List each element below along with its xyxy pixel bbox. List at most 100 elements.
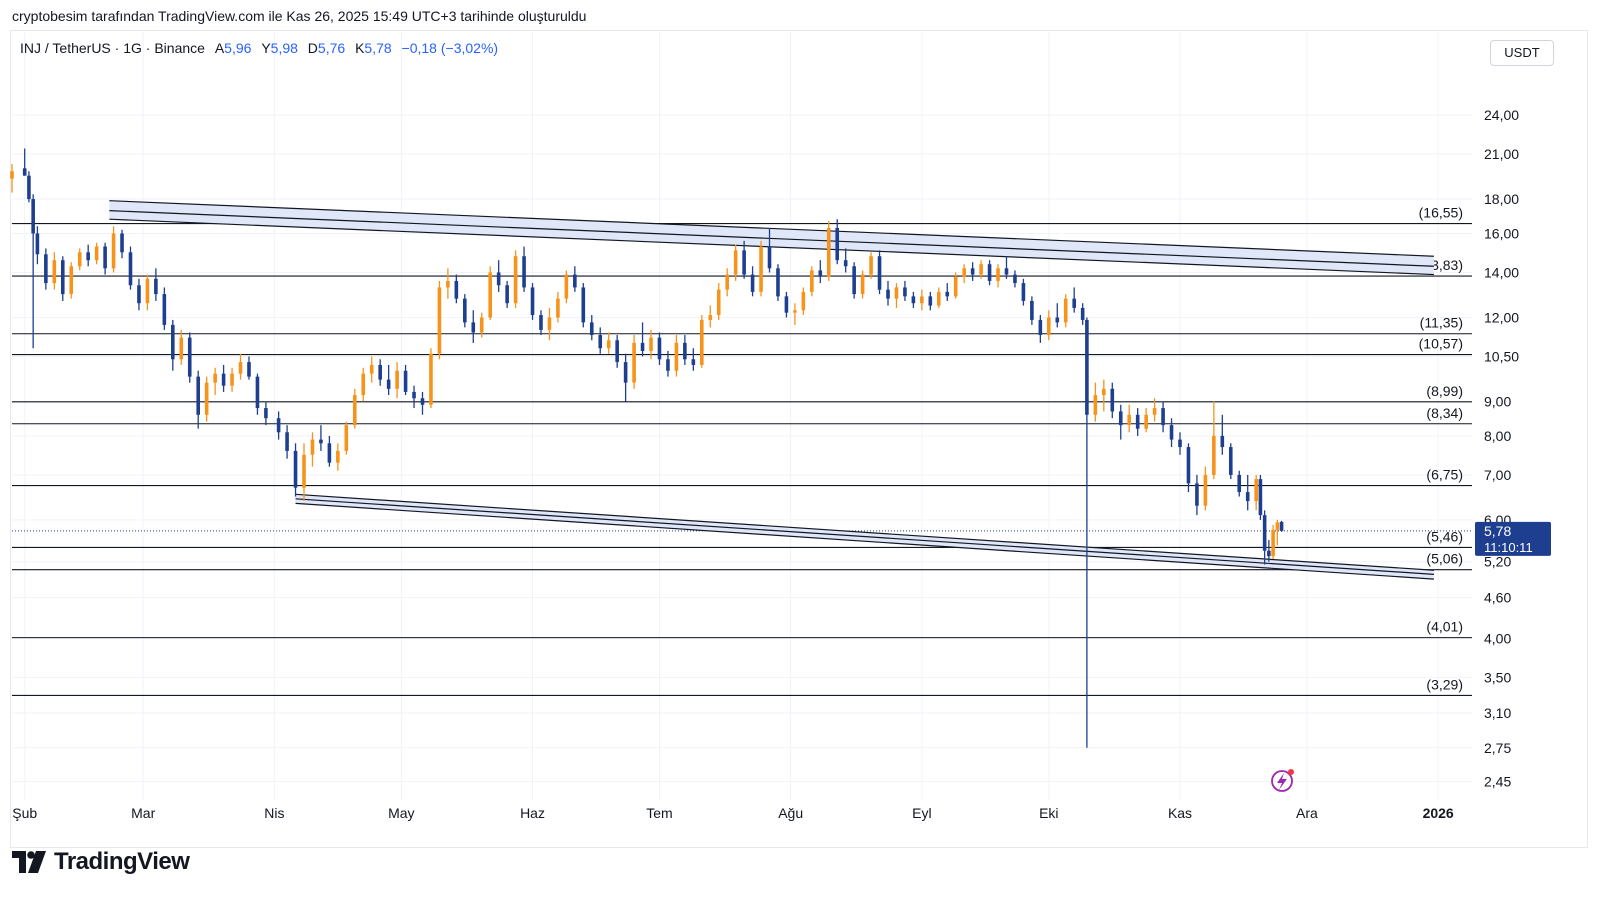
candle-body bbox=[69, 266, 74, 295]
candle-body bbox=[352, 395, 357, 426]
candle-up bbox=[826, 220, 831, 281]
candle-body bbox=[171, 324, 175, 360]
candle-down bbox=[264, 401, 268, 426]
candle-down bbox=[454, 274, 459, 304]
candle-down bbox=[666, 350, 670, 377]
candle-body bbox=[632, 342, 636, 383]
price-tag-box bbox=[1475, 521, 1551, 556]
candle-body bbox=[598, 335, 603, 349]
candle-body bbox=[894, 287, 899, 299]
candle-body bbox=[264, 408, 268, 419]
candle-up bbox=[513, 250, 518, 308]
candle-body bbox=[247, 362, 251, 377]
symbol-header: INJ / TetherUS · 1G · Binance A5,96 Y5,9… bbox=[20, 40, 498, 56]
chart-frame bbox=[10, 30, 1588, 848]
candle-body bbox=[403, 370, 408, 392]
candle-down bbox=[623, 353, 628, 402]
candle-down bbox=[1021, 278, 1026, 306]
candle-down bbox=[378, 359, 382, 386]
candle-body bbox=[162, 294, 167, 325]
candle-body bbox=[699, 319, 704, 365]
candle-down bbox=[877, 250, 882, 295]
candle-body bbox=[276, 418, 281, 433]
candle-up bbox=[649, 329, 653, 360]
x-tick-label: Nis bbox=[264, 805, 284, 821]
candle-body bbox=[589, 322, 594, 336]
symbol-name[interactable]: INJ / TetherUS · 1G · Binance bbox=[20, 40, 205, 56]
candle-up bbox=[1212, 401, 1216, 480]
low-value: 5,76 bbox=[317, 40, 346, 56]
y-tick-label: 4,00 bbox=[1484, 630, 1511, 646]
high-value: 5,98 bbox=[270, 40, 298, 56]
candle-body bbox=[1072, 298, 1077, 308]
candle-down bbox=[784, 291, 789, 318]
candle-down bbox=[293, 443, 298, 497]
price-tag-countdown: 11:10:11 bbox=[1484, 540, 1533, 555]
x-axis[interactable]: Şub Mar Nis May Haz Tem Ağu Eyl Eki Kas Ara 2026 bbox=[12, 805, 1454, 821]
y-tick-label: 14,00 bbox=[1484, 264, 1519, 280]
candle-body bbox=[564, 274, 569, 299]
candle-up bbox=[429, 348, 433, 409]
candle-down bbox=[154, 268, 158, 301]
candle-body bbox=[818, 270, 823, 277]
candle-down bbox=[496, 260, 501, 292]
candle-body bbox=[361, 373, 366, 396]
low-label: D bbox=[307, 40, 318, 56]
candle-body bbox=[111, 233, 116, 269]
candle-body bbox=[810, 270, 814, 292]
candle-body bbox=[213, 373, 217, 383]
y-axis[interactable]: 24,00 21,00 18,00 16,00 14,00 12,00 10,50 9,00 8… bbox=[1484, 107, 1519, 790]
candle-body bbox=[10, 171, 14, 179]
candle-up bbox=[894, 283, 899, 308]
candle-down bbox=[852, 262, 856, 299]
candle-body bbox=[776, 268, 780, 297]
candle-body bbox=[31, 199, 35, 234]
candle-down bbox=[1195, 474, 1199, 516]
candle-body bbox=[60, 260, 65, 295]
candle-up bbox=[810, 266, 814, 297]
upper-channel-fill bbox=[109, 200, 1434, 275]
candle-body bbox=[1254, 479, 1258, 502]
candle-body bbox=[1038, 319, 1043, 336]
currency-button[interactable]: USDT bbox=[1490, 40, 1554, 66]
candle-up bbox=[395, 362, 399, 399]
candle-body bbox=[606, 340, 611, 349]
candle-up bbox=[310, 432, 315, 467]
candle-down bbox=[1186, 443, 1191, 493]
candle-body bbox=[1169, 425, 1174, 440]
candle-up bbox=[674, 335, 679, 377]
candle-body bbox=[471, 322, 476, 333]
candle-down bbox=[970, 262, 975, 281]
candle-body bbox=[429, 353, 433, 405]
x-tick-label: Ağu bbox=[778, 805, 803, 821]
candle-down bbox=[60, 256, 65, 301]
candle-up bbox=[996, 264, 1000, 288]
candle-body bbox=[319, 439, 323, 444]
candle-down bbox=[35, 226, 40, 265]
upper-channel-line bbox=[109, 210, 1434, 267]
candle-up bbox=[936, 287, 941, 308]
candle-down bbox=[1169, 418, 1174, 448]
candle-body bbox=[1093, 395, 1098, 415]
candle-body bbox=[928, 296, 933, 306]
candle-down bbox=[120, 229, 124, 259]
candle-body bbox=[196, 376, 201, 415]
candle-down bbox=[1038, 315, 1043, 343]
lower-channel-line bbox=[295, 502, 1434, 580]
lightning-icon[interactable] bbox=[1271, 769, 1294, 792]
candle-up bbox=[1152, 398, 1157, 422]
candle-down bbox=[589, 315, 594, 341]
level-label: (10,57) bbox=[1419, 336, 1463, 352]
tradingview-logo[interactable]: TradingView bbox=[12, 848, 190, 876]
candle-up bbox=[699, 315, 704, 368]
candle-down bbox=[1262, 510, 1267, 565]
y-tick-label: 3,10 bbox=[1484, 705, 1511, 721]
candle-up bbox=[1271, 524, 1275, 559]
x-tick-label: Haz bbox=[520, 805, 545, 821]
candle-body bbox=[94, 246, 99, 261]
candle-body bbox=[1004, 268, 1009, 275]
close-value: 5,78 bbox=[364, 40, 392, 56]
candle-body bbox=[657, 337, 662, 360]
candle-body bbox=[1237, 474, 1242, 493]
